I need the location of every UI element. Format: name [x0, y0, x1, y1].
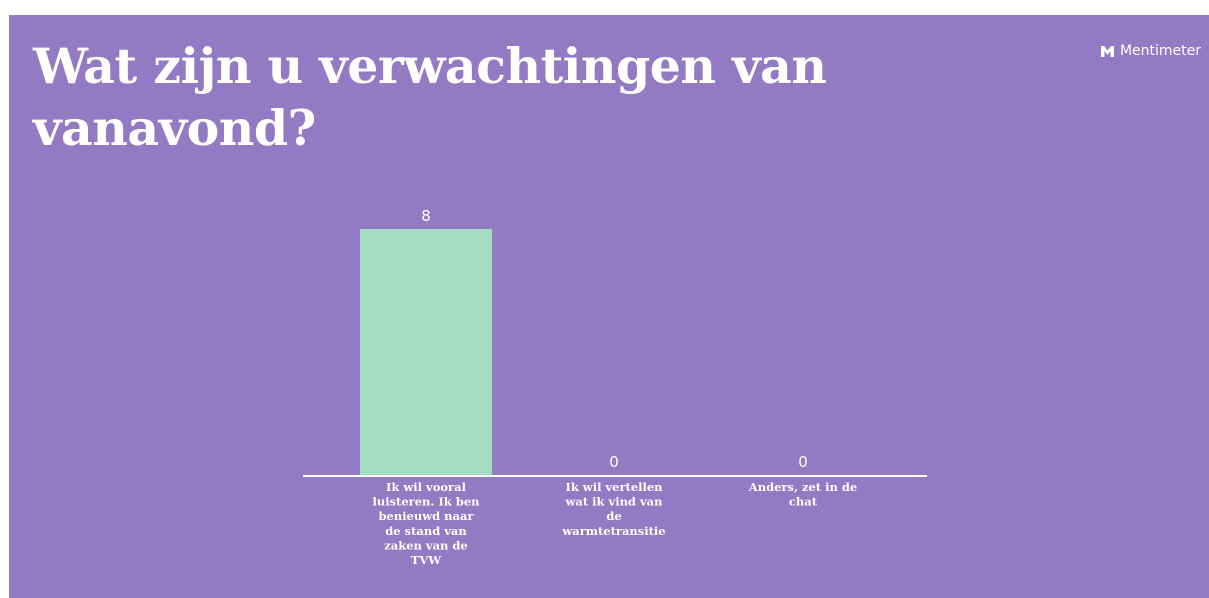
bar-1 — [360, 229, 492, 475]
category-label-line: TVW — [411, 553, 442, 567]
category-label-line: de — [606, 509, 621, 523]
category-label-line: chat — [789, 495, 818, 509]
category-label-line: benieuwd naar — [378, 509, 474, 523]
category-label-line: de stand van — [385, 524, 467, 538]
slide: Wat zijn u verwachtingen van vanavond? M… — [9, 15, 1209, 598]
category-label-line: Anders, zet in de — [748, 480, 857, 494]
category-label-line: warmtetransitie — [561, 524, 665, 538]
category-label-1: Ik wil vooral luisteren. Ik ben benieuwd n… — [372, 480, 480, 567]
brand: Mentimeter — [1100, 43, 1201, 59]
value-label-2: 0 — [609, 453, 619, 471]
category-label-line: zaken van de — [384, 538, 468, 552]
category-label-line: Ik wil vertellen — [565, 480, 663, 494]
value-label-3: 0 — [798, 453, 808, 471]
value-label-1: 8 — [421, 207, 431, 225]
category-label-3: Anders, zet in de chat — [748, 480, 857, 509]
category-label-line: Ik wil vooral — [386, 480, 467, 494]
brand-name: Mentimeter — [1119, 43, 1201, 59]
mentimeter-logo-icon — [1100, 45, 1114, 57]
bar-chart: 8 Ik wil vooral luisteren. Ik ben benieuwd … — [303, 207, 927, 567]
category-label-line: luisteren. Ik ben — [372, 495, 480, 509]
category-label-2: Ik wil vertellen wat ik vind van de warmtet… — [561, 480, 665, 538]
slide-title: Wat zijn u verwachtingen van vanavond? — [33, 37, 827, 157]
category-label-line: wat ik vind van — [565, 495, 664, 509]
